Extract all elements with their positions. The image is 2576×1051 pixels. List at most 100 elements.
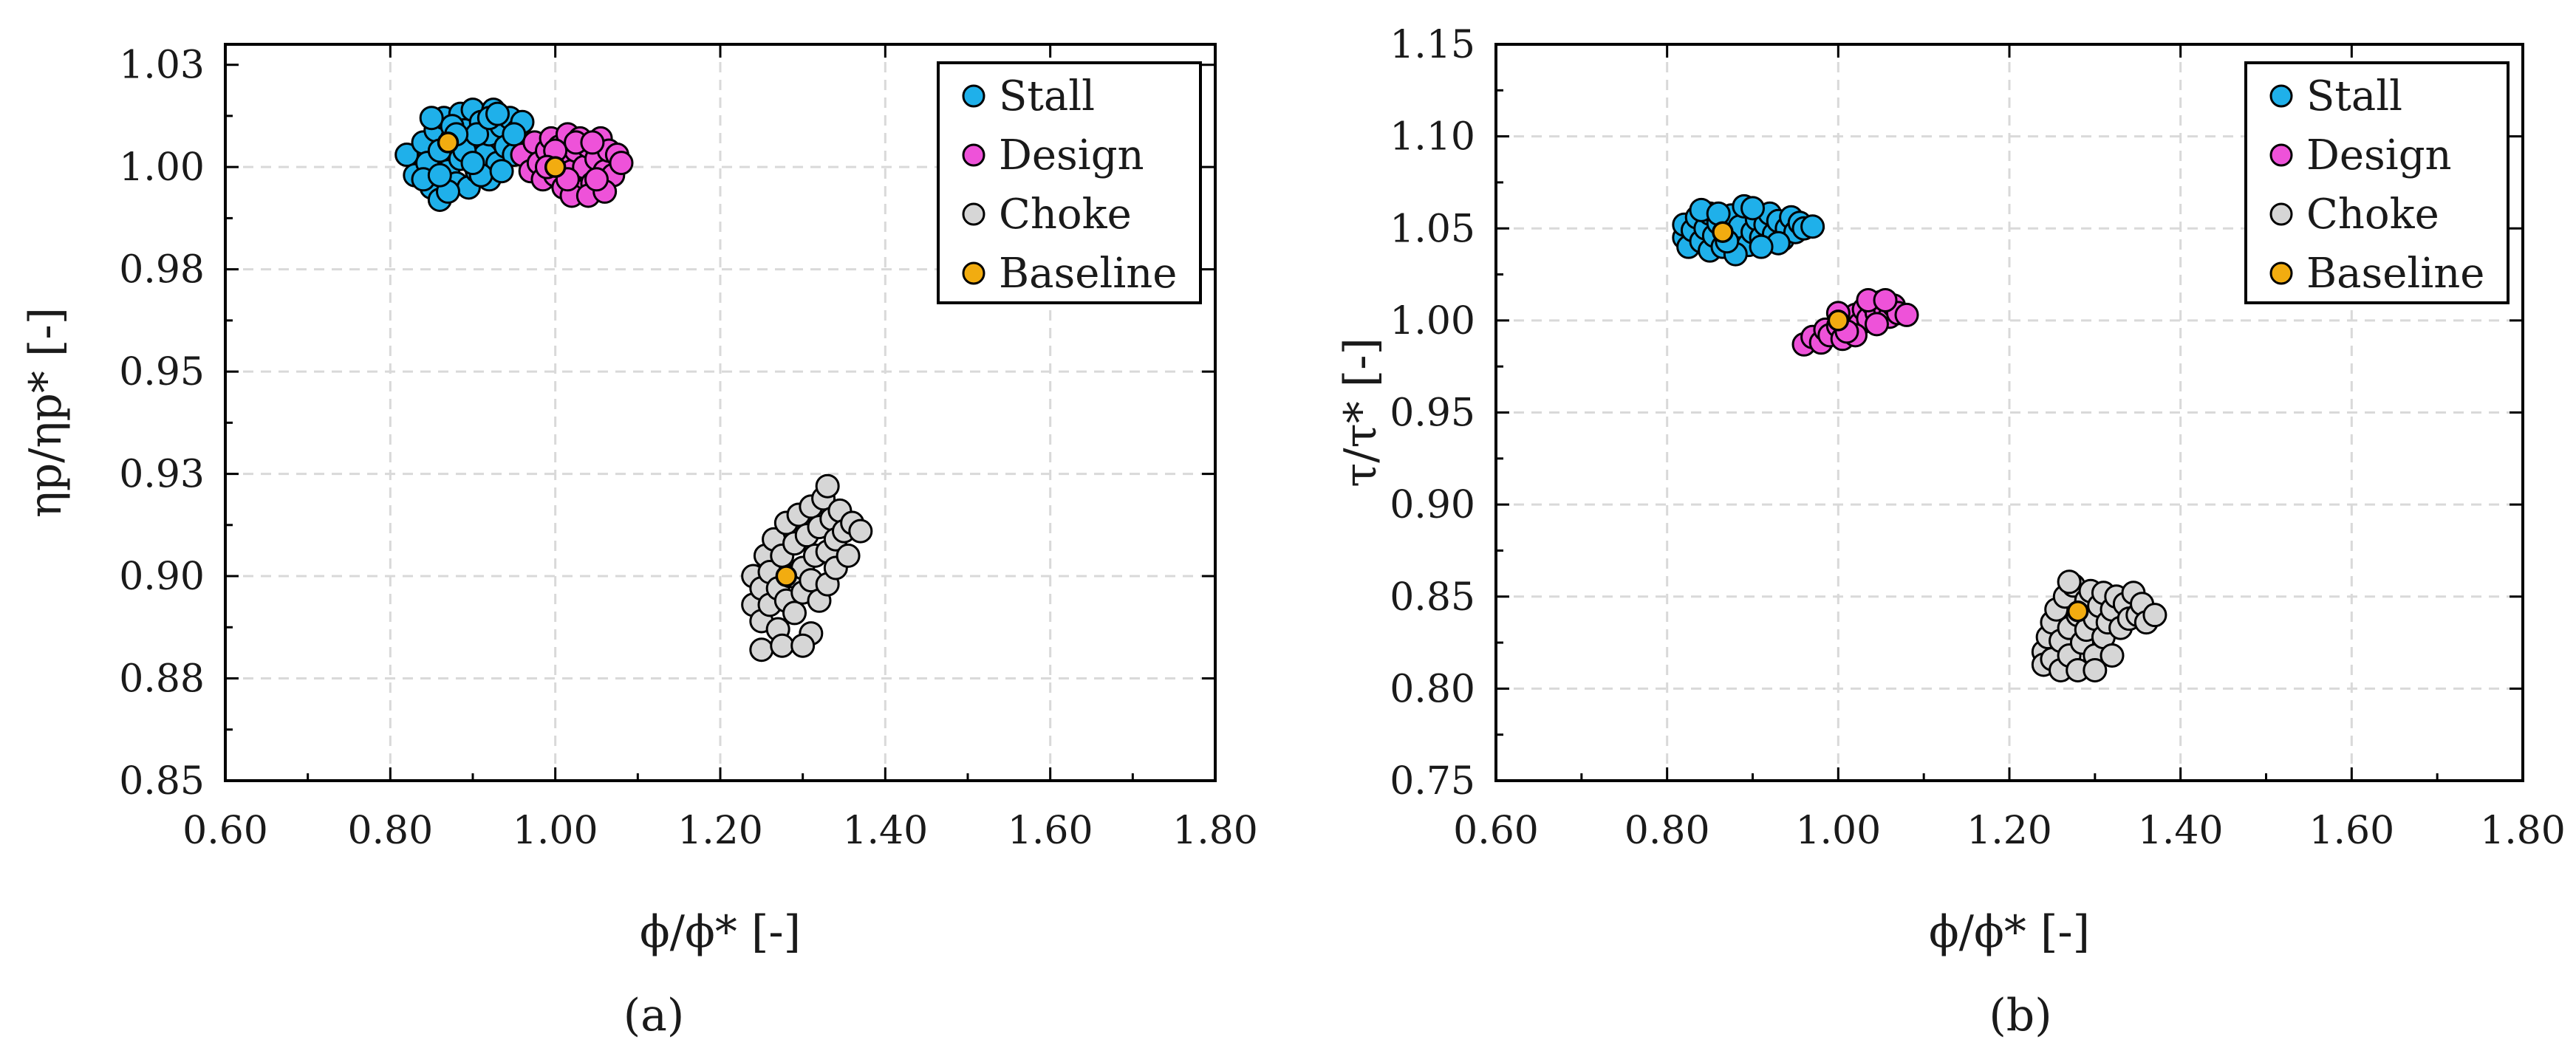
design-point: [609, 151, 634, 176]
plot-frame: [1494, 43, 2524, 782]
x-tick-label: 1.00: [1795, 809, 1881, 853]
panel-a-efficiency-chart: 0.60 0.80 1.00 1.20 1.40 1.60 1.80 0.85 0.88 0.90…: [20, 43, 1258, 1041]
x-tick-label: 1.60: [1008, 809, 1093, 853]
panel-b-torque-chart: 0.60 0.80 1.00 1.20 1.40 1.60 1.80 0.75 0.80 0.85…: [1335, 23, 2566, 1041]
x-axis-title: ϕ/ϕ* [-]: [1929, 906, 2090, 958]
design-point: [580, 130, 605, 155]
series-baseline: [1712, 221, 2089, 623]
choke-point: [790, 633, 816, 658]
x-axis-title: ϕ/ϕ* [-]: [640, 906, 801, 958]
choke-point: [848, 518, 873, 544]
y-axis-title: ηp/ηp* [-]: [20, 307, 72, 518]
y-tick-label: 1.00: [1390, 299, 1475, 343]
series-baseline: [437, 131, 798, 587]
stall-point: [489, 159, 514, 184]
x-tick-label: 1.40: [2138, 809, 2224, 853]
choke-point: [770, 633, 795, 658]
baseline-point: [544, 156, 567, 178]
y-tick-label: 1.00: [119, 146, 205, 190]
design-point: [1894, 302, 1919, 327]
x-tick-label: 1.20: [1967, 809, 2052, 853]
y-tick-label: 0.85: [1390, 575, 1475, 620]
panel-caption: (a): [623, 990, 685, 1041]
choke-point: [2057, 569, 2082, 595]
x-tick-label: 1.40: [842, 809, 928, 853]
design-point: [1873, 287, 1898, 312]
panel-caption: (b): [1989, 990, 2051, 1041]
legend-marker-baseline: [962, 261, 985, 285]
x-tick-label: 0.80: [1624, 809, 1710, 853]
legend-label-baseline: Baseline: [2306, 250, 2484, 298]
choke-point: [2083, 657, 2108, 682]
legend-label-choke: Choke: [999, 191, 1132, 239]
legend-marker-design: [2269, 143, 2293, 167]
stall-point: [502, 122, 527, 147]
legend-marker-baseline: [2269, 261, 2293, 285]
legend-label-choke: Choke: [2306, 191, 2439, 239]
stall-point: [1706, 201, 1731, 226]
legend-label-design: Design: [999, 131, 1144, 179]
series-design: [510, 122, 634, 208]
legend-label-design: Design: [2306, 131, 2452, 179]
x-tick-label: 0.60: [182, 809, 268, 853]
y-tick-label: 0.90: [1390, 483, 1475, 527]
legend: Stall Design Choke Baseline: [2244, 61, 2510, 304]
x-tick-label: 1.80: [2480, 809, 2566, 853]
y-tick-label: 1.10: [1390, 115, 1475, 160]
y-tick-label: 0.93: [119, 453, 205, 497]
legend-label-stall: Stall: [999, 72, 1095, 120]
baseline-point: [1712, 221, 1734, 243]
series-stall: [394, 97, 535, 212]
y-tick-label: 0.75: [1390, 759, 1475, 804]
baseline-point: [437, 131, 459, 154]
choke-point: [836, 543, 861, 568]
legend-marker-stall: [962, 84, 985, 108]
y-tick-label: 0.90: [119, 555, 205, 599]
x-tick-label: 1.00: [513, 809, 598, 853]
series-choke: [741, 473, 873, 663]
design-point: [584, 167, 609, 192]
legend-marker-stall: [2269, 84, 2293, 108]
legend-label-baseline: Baseline: [999, 250, 1177, 298]
x-tick-label: 1.80: [1172, 809, 1258, 853]
legend-label-stall: Stall: [2306, 72, 2402, 120]
choke-point: [2100, 643, 2125, 668]
y-tick-label: 0.95: [119, 350, 205, 394]
y-tick-label: 0.98: [119, 248, 205, 292]
baseline-point: [775, 565, 798, 587]
x-tick-label: 0.80: [347, 809, 433, 853]
x-tick-label: 1.20: [677, 809, 763, 853]
stall-point: [419, 106, 444, 131]
stall-point: [394, 143, 420, 168]
stall-point: [460, 151, 485, 176]
plot-frame: [224, 43, 1217, 782]
choke-point: [2142, 603, 2167, 628]
stall-point: [1740, 196, 1765, 221]
y-axis-title: τ/τ* [-]: [1335, 338, 1387, 487]
stall-point: [485, 101, 510, 126]
choke-point: [815, 473, 840, 499]
y-tick-label: 1.05: [1390, 207, 1475, 251]
y-tick-label: 1.15: [1390, 23, 1475, 67]
legend-marker-choke: [962, 202, 985, 226]
legend: Stall Design Choke Baseline: [937, 61, 1202, 304]
y-tick-label: 0.80: [1390, 667, 1475, 711]
choke-point: [749, 637, 774, 663]
x-tick-label: 0.60: [1453, 809, 1539, 853]
y-tick-label: 1.03: [119, 44, 205, 88]
legend-marker-choke: [2269, 202, 2293, 226]
baseline-point: [1827, 309, 1850, 332]
series-choke: [2031, 569, 2167, 682]
legend-marker-design: [962, 143, 985, 167]
choke-point: [782, 600, 807, 626]
y-tick-label: 0.85: [119, 759, 205, 804]
stall-point: [427, 162, 452, 188]
stall-point: [1800, 214, 1825, 239]
stall-point: [1749, 234, 1774, 259]
baseline-point: [2066, 600, 2089, 623]
y-tick-label: 0.95: [1390, 391, 1475, 436]
x-tick-label: 1.60: [2309, 809, 2394, 853]
y-tick-label: 0.88: [119, 657, 205, 702]
design-point: [1864, 312, 1889, 337]
